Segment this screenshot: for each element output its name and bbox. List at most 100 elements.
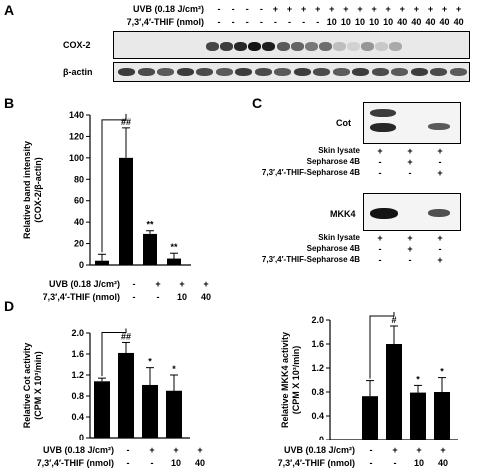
condition-sign: + [407,157,413,167]
condition-sign: + [203,279,209,289]
panel-a-uvb-label: UVB (0.18 J/cm²) [132,4,204,14]
condition-sign: 10 [413,458,424,468]
actin-band [371,68,389,76]
cox2-blot [113,31,470,59]
condition-sign: - [273,17,277,27]
y-tick-label: 80 [74,174,84,184]
condition-sign: 10 [170,458,181,468]
panel-a-label: A [4,2,15,18]
condition-sign: - [378,157,382,167]
significance-mark: * [148,357,152,367]
condition-sign: + [392,445,398,455]
significance-mark: * [416,374,420,384]
condition-row-label: Sepharose 4B [306,244,360,253]
condition-sign: - [132,279,136,289]
condition-sign: + [286,4,293,14]
condition-sign: + [385,4,391,14]
condition-sign: - [378,255,382,265]
condition-sign: + [407,244,413,254]
cox2-band [276,42,290,51]
bar [142,384,158,438]
condition-sign: 40 [200,292,211,302]
y-tick-label: 0 [79,433,84,440]
condition-sign: - [259,4,263,14]
cot-label: Cot [336,118,351,128]
y-tick-label: 20 [74,239,84,249]
cot-band [370,123,396,132]
bar [362,396,378,440]
bar [118,352,134,438]
panel-b-label: B [4,95,15,111]
condition-sign: - [408,255,412,265]
comparison-bracket [101,113,127,253]
y-tick-label: 1.6 [311,339,324,349]
actin-band [235,68,252,76]
y-tick-label: 1.6 [71,349,84,359]
condition-sign: - [393,458,397,468]
y-tick-label: 40 [74,217,84,227]
cox2-band [290,42,304,51]
condition-sign: + [440,445,446,455]
condition-row-label: Skin lysate [318,233,360,242]
condition-row-label: Sepharose 4B [306,157,360,166]
actin-band [215,68,233,76]
condition-sign: + [155,279,161,289]
condition-sign: - [316,17,320,27]
panel-a-thif-label: 7,3′,4′-THIF (nmol) [126,17,204,27]
condition-sign: 40 [397,17,408,27]
significance-mark: ## [121,117,131,127]
condition-sign: 10 [340,17,351,27]
condition-sign: + [300,4,307,14]
y-axis-label: (CPM X 10³/min) [33,351,43,420]
y-tick-label: 0 [79,260,84,270]
cot-band [370,109,396,117]
condition-sign: 40 [439,17,450,27]
cox2-band [347,42,360,51]
panel-d-right-thif-row: - - 10 40 [359,458,455,468]
condition-sign: + [179,279,185,289]
mkk4-band [370,208,398,219]
mkk4-activity-bar-chart: 0 0.4 0.8 1.2 1.6 2.0 Relative MKK4 activity (C… [280,312,458,440]
condition-sign: - [288,17,292,27]
y-tick-label: 140 [69,110,84,120]
cox2-band [332,42,346,51]
cox2-band [304,42,318,51]
panel-b-uvb-row: - + + + [122,279,218,289]
condition-sign: - [231,17,235,27]
cox2-band [318,42,332,51]
condition-sign: - [245,4,249,14]
actin-band [118,68,135,76]
condition-sign: - [438,157,442,167]
bar [143,233,157,265]
panel-d-left-uvb-row: - + + + [116,445,212,455]
panel-d-left-uvb-label: UVB (0.18 J/cm²) [42,445,114,455]
cox2-band [262,42,276,51]
panel-d-label: D [4,298,15,314]
cox2-label: COX-2 [63,40,91,50]
condition-sign: + [437,146,443,156]
y-tick-label: 0 [319,435,324,440]
significance-mark: ** [170,242,178,252]
condition-sign: - [126,458,130,468]
significance-mark: * [440,367,444,377]
mkk4-band [428,209,450,217]
y-axis-label: Relative band intensity [22,141,32,239]
bar [94,381,110,438]
condition-sign: 40 [411,17,422,27]
actin-band [391,68,408,76]
condition-sign: + [416,445,422,455]
condition-sign: 40 [453,17,464,27]
y-tick-label: 100 [69,153,84,163]
y-tick-label: 60 [74,196,84,206]
actin-band [157,68,174,76]
condition-sign: - [378,244,382,254]
condition-sign: + [437,168,443,178]
condition-sign: 40 [437,458,448,468]
cox2-band [220,42,234,51]
y-tick-label: 2.0 [71,328,84,338]
bar [386,344,402,440]
condition-sign: - [408,168,412,178]
panel-d-left-thif-row: - - 10 40 [116,458,212,468]
condition-sign: 10 [176,292,187,302]
condition-sign: - [217,4,221,14]
